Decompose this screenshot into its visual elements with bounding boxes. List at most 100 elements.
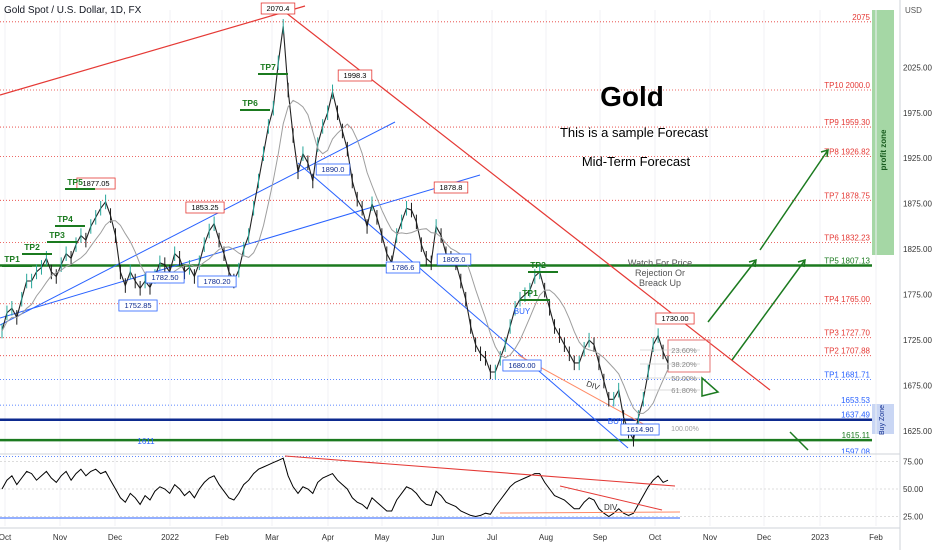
swing-label: 1780.20 (203, 277, 230, 286)
price-level-label: TP3 1727.70 (824, 329, 870, 338)
profit-zone-label: profit zone (879, 129, 888, 170)
price-level-label: TP4 1765.00 (824, 295, 870, 304)
forecast-arrowhead (748, 258, 757, 268)
swing-label-box (385, 261, 421, 274)
rsi-tick-label: 75.00 (903, 458, 924, 467)
price-line (1, 26, 669, 441)
price-levels: 2075 TP10 2000.0 TP9 1959.30 TP8 1926.82 TP7… (0, 13, 872, 457)
buy-label: BUY (514, 307, 531, 316)
rsi-tick-label: 50.00 (903, 485, 924, 494)
watch-note-line1: Watch For Price (628, 258, 692, 268)
x-tick-label: Feb (869, 533, 883, 542)
swing-label-box (502, 359, 542, 372)
swing-label-box (118, 299, 158, 312)
x-tick-label: Feb (215, 533, 229, 542)
price-level-label: 1637.49 (841, 411, 870, 420)
swing-label-box (655, 312, 695, 325)
y-tick-label: 1775.00 (903, 291, 932, 300)
price-level-label: TP10 2000.0 (824, 81, 870, 90)
y-tick-label: 2025.00 (903, 63, 932, 72)
red-trendline-top (0, 5, 306, 96)
swing-label: 1805.0 (443, 255, 466, 264)
x-tick-label: 2022 (161, 533, 179, 542)
price-level-label: TP7 1878.75 (824, 191, 870, 200)
div-label: DIV (585, 379, 601, 392)
x-tick-label: 2023 (811, 533, 829, 542)
x-tick-label: Nov (703, 533, 717, 542)
forecast-arrow (731, 259, 806, 361)
watch-note-line2: Rejection Or (635, 268, 685, 278)
x-tick-label: Dec (757, 533, 771, 542)
rsi-orange-line (499, 511, 681, 514)
blue-channel-line (297, 162, 629, 449)
swing-label-box (76, 177, 116, 190)
swing-label: 1680.00 (508, 361, 535, 370)
price-level-label: TP6 1832.23 (824, 234, 870, 243)
x-tick-label: Jul (487, 533, 497, 542)
x-tick-label: Jun (432, 533, 445, 542)
fib-label: 50.00% (671, 374, 697, 383)
rsi-div-label: DIV (604, 503, 618, 512)
rsi-panel: DIV (0, 455, 900, 519)
blue-trendline-lower (0, 174, 481, 319)
x-tick-label: Dec (108, 533, 122, 542)
forecast-overlay: Gold This is a sample Forecast Mid-Term … (560, 81, 708, 288)
swing-label: 1730.00 (661, 314, 688, 323)
moving-average (1, 99, 669, 414)
y-tick-label: 1825.00 (903, 245, 932, 254)
swing-label: 1786.6 (392, 263, 415, 272)
x-tick-label: Mar (265, 533, 279, 542)
swing-label: 1752.85 (124, 301, 151, 310)
profit-zone-band (872, 10, 894, 255)
x-tick-label: Oct (0, 533, 12, 542)
rsi-tick-label: 25.00 (903, 513, 924, 522)
y-tick-label: 1925.00 (903, 154, 932, 163)
swing-label-box (260, 2, 296, 15)
swing-label: 1998.3 (344, 71, 367, 80)
x-tick-label: May (374, 533, 389, 542)
fib-label: 100.00% (671, 426, 699, 433)
y-tick-label: 1975.00 (903, 109, 932, 118)
price-level-label: TP8 1926.82 (824, 148, 870, 157)
swing-label: 1877.05 (82, 179, 109, 188)
x-tick-label: Oct (649, 533, 662, 542)
x-tick-label: Aug (539, 533, 553, 542)
rsi-line (1, 457, 669, 518)
forecast-arrow (759, 149, 829, 251)
swing-label-box (620, 423, 660, 436)
swing-label: 1614.90 (626, 425, 653, 434)
swing-label: 1878.8 (440, 183, 463, 192)
tp-tag: TP2 (24, 242, 40, 252)
symbol-title: Gold Spot / U.S. Dollar, 1D, FX (4, 5, 142, 16)
watch-note-line3: Breack Up (639, 278, 681, 288)
tp-tag: TP5 (67, 177, 83, 187)
rsi-trendline-red (284, 455, 676, 487)
swing-label: 2070.4 (267, 4, 290, 13)
price-level-label: 1615.11 (842, 431, 871, 440)
x-tick-label: Nov (53, 533, 67, 542)
x-tick-label: Sep (593, 533, 608, 542)
swing-label-box (433, 181, 469, 194)
y-tick-label: 1625.00 (903, 427, 932, 436)
swing-label-box (145, 271, 185, 284)
price-level-label: 1597.08 (841, 447, 870, 456)
fib-label: 23.60% (671, 346, 697, 355)
buy-label: BUY (608, 417, 625, 426)
blue-trendline-up (0, 121, 396, 326)
price-level-label: 2075 (852, 13, 870, 22)
tp-tag: TP3 (49, 230, 65, 240)
y-tick-label: 1725.00 (903, 336, 932, 345)
x-tick-label: Apr (322, 533, 335, 542)
swing-label: 1853.25 (191, 203, 218, 212)
tp-tag: TP1 (4, 254, 20, 264)
currency-label: USD (905, 6, 922, 15)
overlay-title: Gold (600, 81, 664, 112)
price-series (1, 19, 669, 447)
price-level-label: TP9 1959.30 (824, 118, 870, 127)
forecast-arrowhead (820, 148, 829, 158)
swing-label-box (185, 201, 225, 214)
price-level-label: TP1 1681.71 (824, 371, 870, 380)
low-label-1611: 1611 (137, 437, 155, 446)
